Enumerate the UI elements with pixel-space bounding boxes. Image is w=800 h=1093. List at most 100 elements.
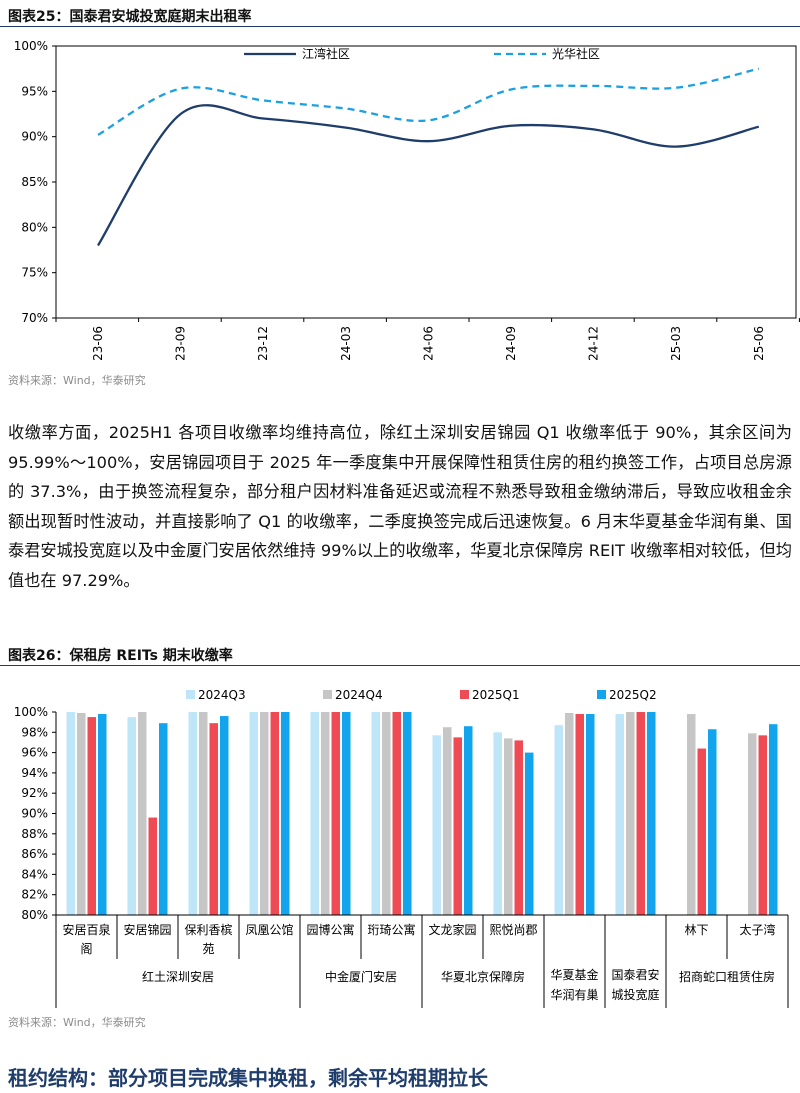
bar-2024Q3: [188, 712, 197, 915]
y-tick-label: 80%: [21, 220, 48, 234]
bar-2025Q1: [270, 712, 279, 915]
bar-2024Q3: [66, 712, 75, 915]
y-tick-label: 88%: [21, 827, 48, 841]
y-tick-label: 75%: [21, 266, 48, 280]
y-tick-label: 80%: [21, 908, 48, 922]
figure-25-title: 图表25：国泰君安城投宽庭期末出租率: [8, 9, 252, 25]
y-tick-label: 96%: [21, 746, 48, 760]
y-tick-label: 84%: [21, 867, 48, 881]
group-label: 中金厦门安居: [325, 969, 397, 984]
data-point: [344, 107, 348, 111]
x-tick-label: 24-09: [504, 326, 518, 361]
bar-2024Q4: [748, 733, 757, 915]
category-label: 文龙家园: [428, 922, 476, 937]
series-line-1: [97, 104, 760, 247]
figure-25-header: 图表25：国泰君安城投宽庭期末出租率: [0, 4, 800, 27]
bar-2025Q2: [464, 726, 473, 915]
x-tick-label: 25-03: [669, 326, 683, 361]
bar-2025Q2: [403, 712, 412, 915]
bar-2024Q3: [310, 712, 319, 915]
legend-label: 光华社区: [552, 46, 600, 61]
bar-2024Q4: [260, 712, 269, 915]
bar-2024Q4: [382, 712, 391, 915]
data-point: [426, 118, 430, 122]
y-tick-label: 100%: [14, 39, 48, 53]
x-tick-label: 24-06: [421, 326, 435, 361]
bar-2025Q2: [98, 714, 107, 915]
category-label: 安居百泉: [62, 922, 110, 937]
bar-2024Q4: [138, 712, 147, 915]
legend-label: 2025Q1: [472, 688, 520, 702]
group-label: 国泰君安: [611, 967, 659, 982]
legend-swatch: [323, 690, 332, 699]
group-label: 招商蛇口租赁住房: [679, 969, 775, 984]
body-paragraph: 收缴率方面，2025H1 各项目收缴率均维持高位，除红土深圳安居锦园 Q1 收缴…: [8, 423, 792, 590]
bar-2024Q4: [626, 712, 635, 915]
bar-2024Q3: [615, 714, 624, 915]
series-line-2: [97, 67, 760, 136]
legend-swatch: [597, 690, 606, 699]
figure-25-source: 资料来源：Wind，华泰研究: [8, 374, 146, 387]
bar-2024Q4: [321, 712, 330, 915]
group-label: 华夏北京保障房: [441, 969, 525, 984]
group-label: 红土深圳安居: [142, 969, 214, 984]
bar-2025Q1: [636, 712, 645, 915]
category-label: 珩琦公寓: [367, 922, 415, 937]
bar-2024Q3: [127, 717, 136, 915]
category-label: 林下: [684, 923, 708, 937]
bar-2024Q3: [432, 735, 441, 915]
bar-2025Q2: [647, 712, 656, 915]
bar-2025Q2: [769, 724, 778, 915]
legend-label: 2024Q4: [335, 688, 383, 702]
y-tick-label: 82%: [21, 888, 48, 902]
y-tick-label: 85%: [21, 175, 48, 189]
bar-2024Q4: [565, 713, 574, 915]
bar-2024Q3: [554, 725, 563, 915]
y-tick-label: 100%: [14, 705, 48, 719]
bar-2025Q1: [392, 712, 401, 915]
x-tick-label: 23-12: [256, 326, 270, 361]
figure-26-header: 图表26：保租房 REITs 期末收缴率: [0, 643, 800, 666]
bar-2025Q1: [148, 817, 157, 915]
bar-2025Q1: [697, 748, 706, 915]
bar-2025Q2: [525, 752, 534, 915]
bar-2024Q4: [687, 714, 696, 915]
y-tick-label: 90%: [21, 130, 48, 144]
category-label: 凤凰公馆: [245, 922, 293, 937]
bar-2025Q2: [586, 714, 595, 915]
legend-swatch: [460, 690, 469, 699]
category-label: 保利香槟: [184, 922, 232, 937]
legend-label: 江湾社区: [302, 46, 350, 61]
group-label: 华润有巢: [550, 988, 598, 1002]
bar-2025Q1: [209, 723, 218, 915]
bar-2025Q1: [87, 717, 96, 915]
category-label: 安居锦园: [123, 922, 171, 937]
y-tick-label: 70%: [21, 311, 48, 325]
x-tick-label: 23-06: [91, 326, 105, 361]
category-label: 阁: [80, 942, 92, 956]
bar-2024Q3: [371, 712, 380, 915]
figure-26-title: 图表26：保租房 REITs 期末收缴率: [8, 648, 233, 664]
bar-2024Q4: [199, 712, 208, 915]
bar-2025Q1: [758, 735, 767, 915]
bar-2024Q3: [249, 712, 258, 915]
bar-2024Q4: [443, 727, 452, 915]
section-heading: 租约结构：部分项目完成集中换租，剩余平均租期拉长: [8, 1066, 488, 1090]
bar-2025Q2: [281, 712, 290, 915]
y-tick-label: 94%: [21, 766, 48, 780]
y-tick-label: 98%: [21, 725, 48, 739]
bar-2025Q2: [220, 716, 229, 915]
y-tick-label: 86%: [21, 847, 48, 861]
group-label: 华夏基金: [550, 967, 598, 982]
x-tick-label: 23-09: [174, 326, 188, 361]
line-chart-occupancy: 70% 75% 80% 85% 90% 95% 100% 23-06 23-09 23-12 24-…: [14, 39, 800, 361]
category-label: 太子湾: [739, 922, 775, 937]
bar-2025Q1: [331, 712, 340, 915]
y-tick-label: 90%: [21, 807, 48, 821]
legend-label: 2024Q3: [198, 688, 246, 702]
x-tick-label: 24-12: [587, 326, 601, 361]
bar-2024Q4: [504, 738, 513, 915]
category-label: 苑: [202, 942, 214, 956]
x-tick-label: 25-06: [752, 326, 766, 361]
bar-2025Q1: [514, 740, 523, 915]
